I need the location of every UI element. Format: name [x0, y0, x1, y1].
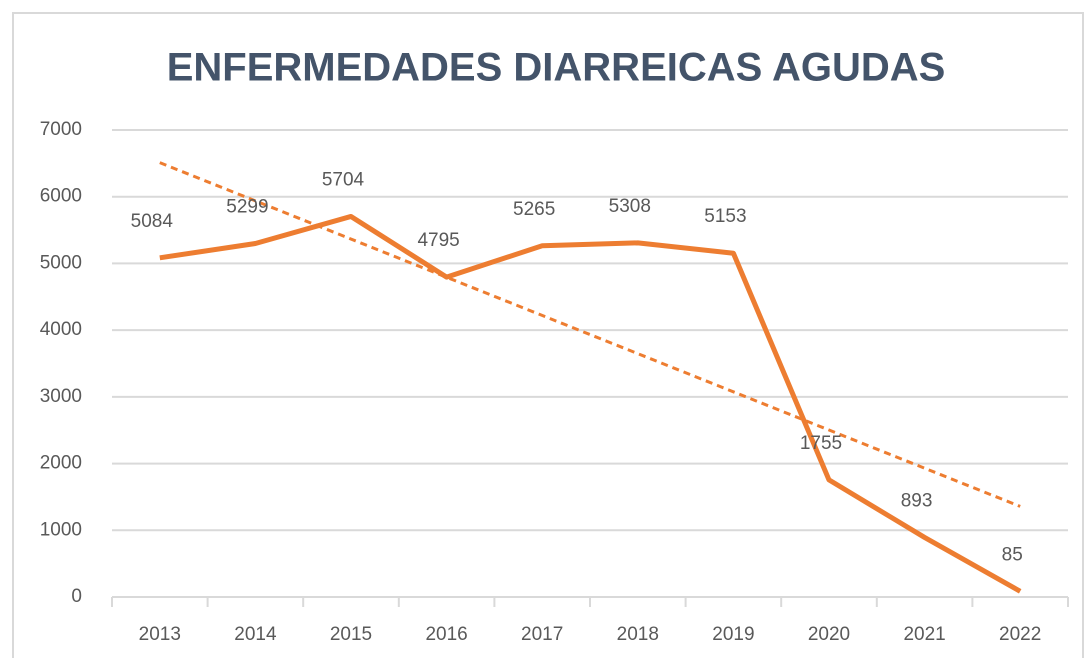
data-label: 5265	[513, 199, 555, 220]
x-tick-label: 2019	[712, 624, 754, 645]
data-line	[159, 213, 1022, 594]
x-tick-label: 2021	[903, 624, 945, 645]
y-tick-label: 3000	[40, 386, 82, 407]
x-tick-label: 2014	[234, 624, 277, 645]
y-tick-label: 5000	[40, 252, 82, 273]
chart-frame	[12, 12, 1084, 658]
x-tick-label: 2018	[617, 624, 659, 645]
data-label: 893	[901, 490, 933, 511]
data-label: 1755	[800, 433, 842, 454]
x-tick-label: 2015	[330, 624, 372, 645]
data-label: 5308	[609, 196, 651, 217]
x-tick-label: 2020	[808, 624, 850, 645]
data-label: 5084	[131, 211, 174, 232]
data-label: 4795	[417, 230, 459, 251]
data-label: 5153	[704, 206, 746, 227]
data-label: 5704	[322, 169, 365, 190]
x-tick-label: 2022	[999, 624, 1041, 645]
x-tick-label: 2013	[139, 624, 181, 645]
trendline	[159, 161, 1021, 508]
y-tick-label: 7000	[40, 119, 82, 140]
data-label: 85	[1002, 544, 1023, 565]
y-tick-label: 4000	[40, 319, 82, 340]
y-tick-label: 0	[71, 586, 82, 607]
y-tick-label: 1000	[40, 519, 82, 540]
data-label: 5299	[226, 196, 268, 217]
x-tick-label: 2016	[425, 624, 467, 645]
y-tick-label: 2000	[40, 453, 82, 474]
chart-title: ENFERMEDADES DIARREICAS AGUDAS	[167, 46, 946, 90]
x-tick-label: 2017	[521, 624, 563, 645]
y-tick-label: 6000	[40, 186, 82, 207]
